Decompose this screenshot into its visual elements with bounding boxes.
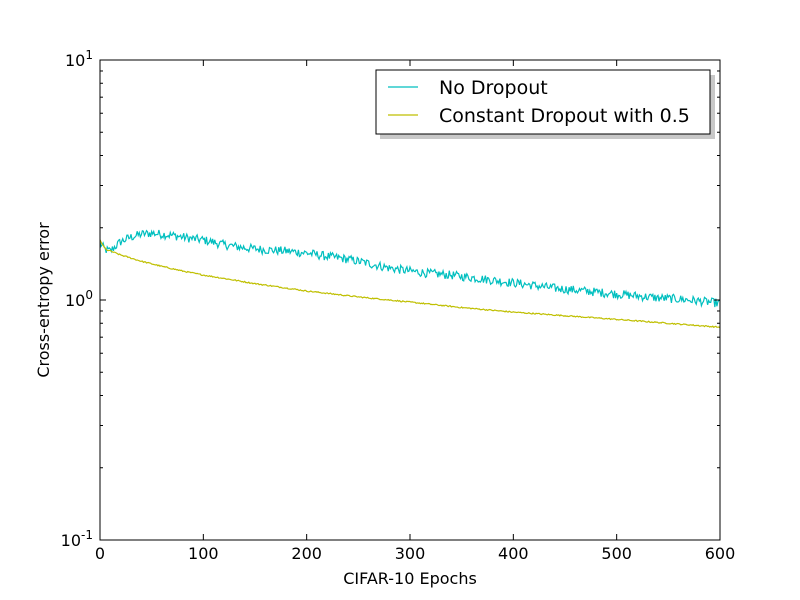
x-axis-label: CIFAR-10 Epochs <box>343 569 477 588</box>
series-layer <box>100 229 720 329</box>
series-line-no-dropout <box>100 229 720 308</box>
x-tick-label: 100 <box>188 544 219 563</box>
ticks-layer: 0 100 200 300 400 500 600 10-1 100 101 <box>61 48 736 563</box>
series-line-constant-dropout <box>100 239 720 329</box>
plot-area <box>100 60 720 540</box>
legend: No Dropout Constant Dropout with 0.5 <box>375 69 715 139</box>
x-tick-label: 500 <box>601 544 632 563</box>
y-tick-label: 100 <box>65 288 93 310</box>
y-tick-label: 101 <box>65 48 93 70</box>
x-tick-label: 300 <box>395 544 426 563</box>
x-tick-label: 600 <box>705 544 736 563</box>
legend-label-constant-dropout: Constant Dropout with 0.5 <box>439 105 690 127</box>
y-axis-label: Cross-entropy error <box>34 222 53 378</box>
x-tick-label: 0 <box>95 544 105 563</box>
y-tick-label: 10-1 <box>61 528 93 550</box>
x-tick-label: 200 <box>291 544 322 563</box>
legend-label-no-dropout: No Dropout <box>439 77 548 99</box>
legend-box <box>375 69 711 135</box>
x-tick-label: 400 <box>498 544 529 563</box>
